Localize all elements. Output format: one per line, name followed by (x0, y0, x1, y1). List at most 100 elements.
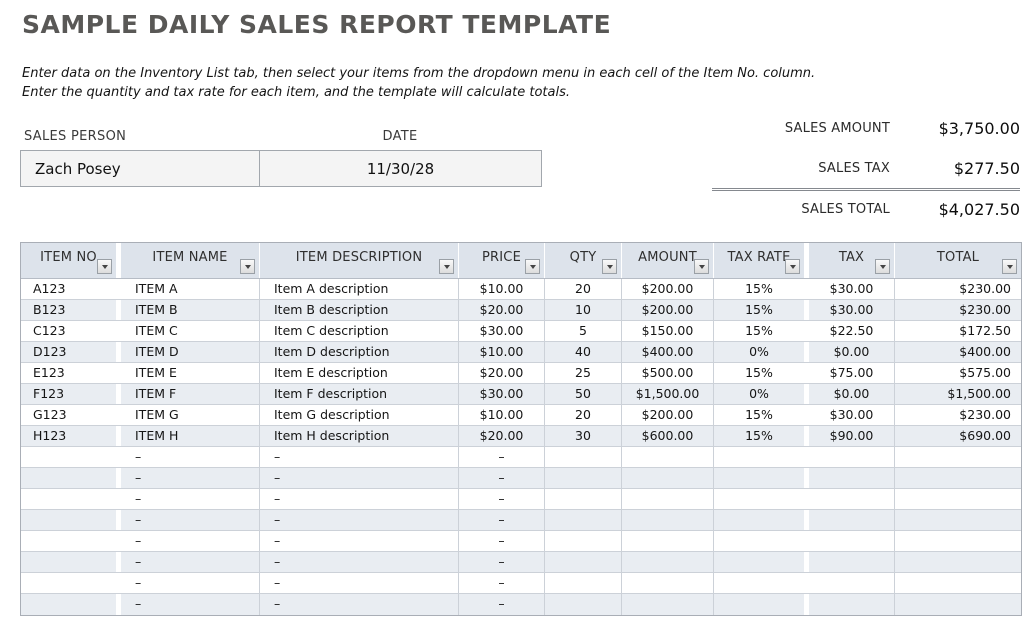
table-cell[interactable]: $230.00 (894, 405, 1021, 425)
table-cell[interactable] (804, 552, 894, 572)
table-cell[interactable] (544, 447, 621, 467)
table-cell[interactable]: ITEM C (116, 321, 259, 341)
table-cell[interactable]: 15% (713, 279, 804, 299)
date-field[interactable]: 11/30/28 (259, 151, 541, 186)
table-cell[interactable] (713, 552, 804, 572)
table-cell[interactable]: $20.00 (458, 363, 544, 383)
table-cell[interactable]: $30.00 (804, 405, 894, 425)
table-cell[interactable]: 15% (713, 363, 804, 383)
table-cell[interactable] (621, 510, 713, 530)
table-cell[interactable]: ITEM F (116, 384, 259, 404)
table-cell[interactable]: $200.00 (621, 279, 713, 299)
table-cell[interactable]: 15% (713, 405, 804, 425)
filter-dropdown-button[interactable] (875, 259, 890, 274)
table-cell[interactable]: ITEM B (116, 300, 259, 320)
table-cell[interactable] (621, 531, 713, 551)
table-cell[interactable]: – (116, 510, 259, 530)
table-cell[interactable]: – (259, 552, 458, 572)
table-cell[interactable]: – (116, 594, 259, 615)
table-cell[interactable] (804, 489, 894, 509)
table-cell[interactable]: – (116, 468, 259, 488)
table-cell[interactable]: – (259, 573, 458, 593)
filter-dropdown-button[interactable] (439, 259, 454, 274)
table-cell[interactable] (21, 552, 116, 572)
table-cell[interactable] (544, 573, 621, 593)
table-cell[interactable] (713, 447, 804, 467)
table-cell[interactable] (621, 594, 713, 615)
table-cell[interactable] (621, 552, 713, 572)
table-cell[interactable]: 15% (713, 300, 804, 320)
table-cell[interactable]: $10.00 (458, 405, 544, 425)
table-cell[interactable] (544, 531, 621, 551)
filter-dropdown-button[interactable] (240, 259, 255, 274)
table-cell[interactable]: – (259, 510, 458, 530)
table-cell[interactable]: Item A description (259, 279, 458, 299)
table-cell[interactable]: ITEM G (116, 405, 259, 425)
table-cell[interactable]: – (458, 573, 544, 593)
table-cell[interactable]: – (116, 489, 259, 509)
table-cell[interactable]: $10.00 (458, 279, 544, 299)
table-cell[interactable]: $400.00 (894, 342, 1021, 362)
table-cell[interactable]: $30.00 (804, 279, 894, 299)
table-cell[interactable]: 50 (544, 384, 621, 404)
table-cell[interactable]: Item C description (259, 321, 458, 341)
table-cell[interactable] (804, 468, 894, 488)
table-cell[interactable]: Item B description (259, 300, 458, 320)
table-cell[interactable]: $150.00 (621, 321, 713, 341)
table-cell[interactable]: H123 (33, 428, 67, 443)
table-cell[interactable] (804, 510, 894, 530)
table-cell[interactable]: 40 (544, 342, 621, 362)
filter-dropdown-button[interactable] (785, 259, 800, 274)
table-cell[interactable]: – (116, 573, 259, 593)
filter-dropdown-button[interactable] (694, 259, 709, 274)
table-cell[interactable]: ITEM E (116, 363, 259, 383)
table-cell[interactable] (804, 531, 894, 551)
table-cell[interactable]: Item E description (259, 363, 458, 383)
table-cell[interactable] (544, 552, 621, 572)
table-cell[interactable] (804, 594, 894, 615)
table-cell[interactable]: $575.00 (894, 363, 1021, 383)
table-cell[interactable] (804, 447, 894, 467)
table-cell[interactable]: $30.00 (458, 321, 544, 341)
table-cell[interactable]: F123 (33, 386, 65, 401)
table-cell[interactable]: Item D description (259, 342, 458, 362)
table-cell[interactable]: E123 (33, 365, 65, 380)
table-cell[interactable]: $690.00 (894, 426, 1021, 446)
table-cell[interactable]: 25 (544, 363, 621, 383)
table-cell[interactable]: $75.00 (804, 363, 894, 383)
table-cell[interactable]: $200.00 (621, 405, 713, 425)
table-cell[interactable] (544, 594, 621, 615)
table-cell[interactable]: – (259, 468, 458, 488)
table-cell[interactable]: 10 (544, 300, 621, 320)
table-cell[interactable] (21, 573, 116, 593)
table-cell[interactable] (894, 489, 1021, 509)
table-cell[interactable]: – (458, 531, 544, 551)
table-cell[interactable]: $172.50 (894, 321, 1021, 341)
filter-dropdown-button[interactable] (602, 259, 617, 274)
table-cell[interactable]: $230.00 (894, 300, 1021, 320)
table-cell[interactable] (713, 594, 804, 615)
table-cell[interactable]: $1,500.00 (894, 384, 1021, 404)
table-cell[interactable]: $400.00 (621, 342, 713, 362)
table-cell[interactable] (621, 573, 713, 593)
table-cell[interactable] (894, 510, 1021, 530)
table-cell[interactable] (894, 594, 1021, 615)
table-cell[interactable]: – (458, 552, 544, 572)
table-cell[interactable] (894, 531, 1021, 551)
table-cell[interactable]: ITEM A (116, 279, 259, 299)
table-cell[interactable]: $1,500.00 (621, 384, 713, 404)
table-cell[interactable]: G123 (33, 407, 67, 422)
table-cell[interactable] (713, 531, 804, 551)
table-cell[interactable] (21, 489, 116, 509)
table-cell[interactable]: $90.00 (804, 426, 894, 446)
table-cell[interactable]: C123 (33, 323, 66, 338)
table-cell[interactable]: 5 (544, 321, 621, 341)
table-cell[interactable]: – (116, 447, 259, 467)
table-cell[interactable]: – (259, 447, 458, 467)
table-cell[interactable] (713, 489, 804, 509)
table-cell[interactable]: ITEM H (116, 426, 259, 446)
table-cell[interactable]: – (458, 489, 544, 509)
table-cell[interactable]: – (458, 447, 544, 467)
filter-dropdown-button[interactable] (525, 259, 540, 274)
table-cell[interactable]: D123 (33, 344, 67, 359)
